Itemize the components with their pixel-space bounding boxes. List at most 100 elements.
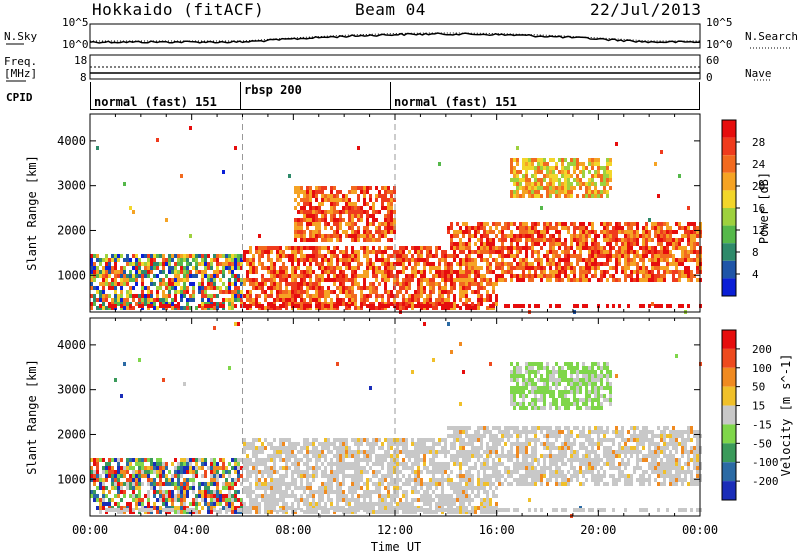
echo-cell — [579, 178, 582, 182]
echo-cell — [489, 498, 492, 502]
echo-cell — [351, 266, 354, 270]
echo-cell — [510, 270, 513, 274]
echo-cell — [408, 258, 411, 262]
echo-cell — [402, 294, 405, 298]
echo-cell — [429, 470, 432, 474]
echo-cell — [315, 262, 318, 266]
echo-cell — [417, 442, 420, 446]
echo-cell — [294, 198, 297, 202]
echo-cell — [402, 302, 405, 306]
echo-cell — [297, 262, 300, 266]
echo-cell — [426, 304, 429, 308]
echo-cell — [594, 190, 597, 194]
echo-cell — [204, 286, 207, 290]
echo-cell — [555, 194, 558, 198]
echo-cell — [234, 482, 237, 486]
echo-cell — [534, 158, 537, 162]
echo-cell — [519, 182, 522, 186]
echo-cell — [582, 246, 585, 250]
echo-cell — [396, 282, 399, 286]
echo-cell — [258, 286, 261, 290]
echo-cell — [297, 194, 300, 198]
echo-cell — [264, 458, 267, 462]
echo-cell — [657, 258, 660, 262]
echo-cell — [354, 502, 357, 506]
echo-cell — [507, 434, 510, 438]
echo-cell — [534, 242, 537, 246]
echo-cell — [576, 158, 579, 162]
echo-cell — [555, 174, 558, 178]
echo-cell — [480, 286, 483, 290]
echo-cell — [210, 478, 213, 482]
echo-cell — [306, 258, 309, 262]
echo-cell — [315, 214, 318, 218]
echo-cell — [435, 466, 438, 470]
echo-cell — [273, 494, 276, 498]
echo-cell — [546, 166, 549, 170]
echo-cell — [516, 450, 519, 454]
echo-cell — [648, 270, 651, 274]
echo-cell — [384, 282, 387, 286]
echo-cell — [519, 274, 522, 278]
echo-cell — [450, 246, 453, 250]
echo-cell — [177, 274, 180, 278]
echo-cell — [192, 258, 195, 262]
echo-cell — [120, 266, 123, 270]
echo-cell — [462, 462, 465, 466]
echo-cell — [444, 282, 447, 286]
echo-cell — [342, 454, 345, 458]
echo-cell — [180, 498, 183, 502]
echo-cell — [324, 438, 327, 442]
echo-cell — [171, 266, 174, 270]
echo-cell — [405, 450, 408, 454]
echo-cell — [390, 214, 393, 218]
echo-cell — [408, 286, 411, 290]
echo-cell — [531, 262, 534, 266]
echo-cell — [303, 206, 306, 210]
echo-cell — [687, 206, 690, 210]
echo-cell — [378, 502, 381, 506]
echo-cell — [138, 270, 141, 274]
echo-cell — [549, 234, 552, 238]
echo-cell — [384, 510, 387, 514]
echo-cell — [375, 442, 378, 446]
echo-cell — [633, 230, 636, 234]
echo-cell — [480, 258, 483, 262]
echo-cell — [279, 294, 282, 298]
echo-cell — [687, 222, 690, 226]
echo-cell — [594, 250, 597, 254]
echo-cell — [465, 298, 468, 302]
echo-cell — [129, 458, 132, 462]
echo-cell — [636, 226, 639, 230]
echo-cell — [666, 246, 669, 250]
echo-cell — [285, 286, 288, 290]
echo-cell — [627, 266, 630, 270]
echo-cell — [504, 246, 507, 250]
echo-cell — [171, 270, 174, 274]
echo-cell — [429, 304, 432, 308]
echo-cell — [480, 226, 483, 230]
echo-cell — [201, 282, 204, 286]
echo-cell — [237, 298, 240, 302]
echo-cell — [603, 182, 606, 186]
echo-cell — [231, 458, 234, 462]
echo-cell — [324, 278, 327, 282]
echo-cell — [363, 438, 366, 442]
echo-cell — [270, 250, 273, 254]
echo-cell — [432, 282, 435, 286]
echo-cell — [516, 454, 519, 458]
echo-cell — [318, 298, 321, 302]
echo-cell — [312, 298, 315, 302]
echo-cell — [540, 246, 543, 250]
echo-cell — [561, 174, 564, 178]
echo-cell — [255, 266, 258, 270]
echo-cell — [480, 238, 483, 242]
echo-cell — [195, 474, 198, 478]
echo-cell — [522, 270, 525, 274]
echo-cell — [540, 270, 543, 274]
echo-cell — [510, 370, 513, 374]
echo-cell — [282, 474, 285, 478]
echo-cell — [327, 294, 330, 298]
echo-cell — [369, 458, 372, 462]
echo-cell — [687, 226, 690, 230]
